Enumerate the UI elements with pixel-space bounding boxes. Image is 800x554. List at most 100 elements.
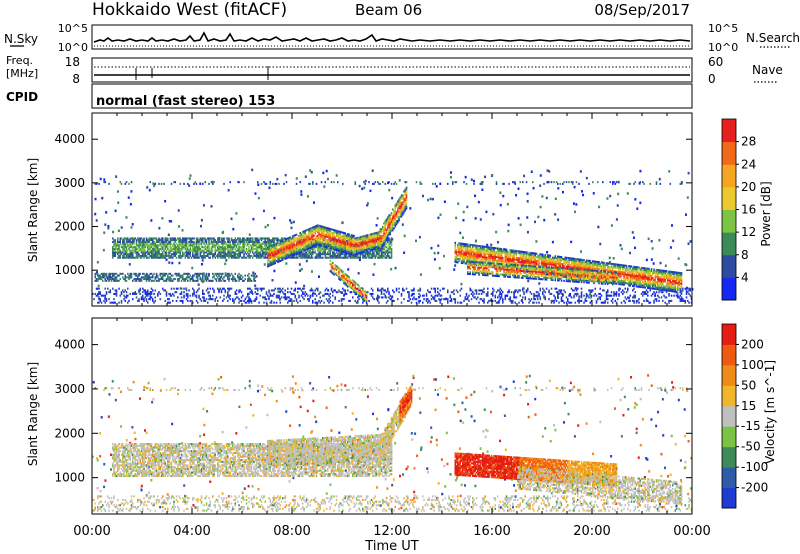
power-echo [238,272,240,275]
power-echo [604,301,607,304]
power-echo [686,196,689,199]
power-echo [498,294,500,297]
power-echo [132,279,134,282]
power-echo [268,263,270,266]
power-echo [124,251,127,254]
power-echo [299,240,302,243]
power-echo [230,249,233,252]
power-echo [343,247,345,250]
power-echo [132,251,134,254]
power-echo [192,301,194,304]
power-echo [282,251,284,254]
power-echo [139,278,142,281]
power-echo [299,231,302,235]
power-echo [267,246,269,249]
power-echo [158,247,160,250]
power-echo [133,240,135,243]
power-echo [97,294,99,297]
power-echo [163,254,165,257]
power-echo [304,245,307,248]
power-echo [332,253,334,256]
power-echo [193,244,195,247]
power-echo [192,287,194,290]
power-echo [327,242,329,246]
power-echo [254,240,257,243]
power-echo [260,237,263,240]
power-echo [239,242,242,245]
power-echo [352,236,354,239]
power-echo [330,247,333,250]
power-echo [180,291,183,294]
power-echo [203,279,205,282]
power-echo [262,242,264,245]
power-echo [454,298,457,301]
power-echo [285,244,288,248]
power-echo [333,230,335,233]
power-echo [173,294,175,297]
power-echo [130,254,133,257]
power-echo [192,246,194,249]
power-echo [304,249,307,252]
power-echo [312,233,314,236]
power-echo [204,276,207,279]
power-echo [329,227,332,231]
power-echo [103,294,105,297]
power-echo [349,246,352,249]
power-echo [310,251,313,254]
power-echo [378,238,380,241]
power-echo [338,247,340,250]
power-echo [213,242,215,245]
power-echo [344,289,347,292]
power-echo [315,301,318,304]
power-echo [137,244,139,247]
power-echo [262,251,264,254]
power-echo [338,246,340,249]
power-echo [143,239,145,242]
power-echo [115,294,118,297]
power-echo [165,239,168,242]
power-echo [322,227,324,230]
power-echo [325,228,328,231]
power-echo [184,254,187,257]
power-echo [157,294,159,297]
power-echo [503,182,505,185]
power-echo [279,287,282,290]
power-echo [200,279,203,282]
power-echo [370,240,373,243]
power-echo [390,256,393,259]
power-echo [287,251,289,254]
power-echo [363,235,365,238]
power-echo [139,237,142,240]
power-echo [344,253,347,256]
power-echo [200,246,203,249]
power-echo [284,242,287,245]
power-echo [112,301,114,304]
power-echo [455,289,458,292]
power-echo [293,239,295,243]
power-echo [513,291,515,294]
power-echo [289,256,292,259]
power-echo [115,272,118,275]
power-echo [278,256,280,260]
power-echo [335,242,338,245]
power-echo [107,226,110,230]
power-echo [157,239,159,242]
power-echo [297,252,299,255]
power-echo [158,239,160,242]
power-echo [519,294,522,297]
power-echo [145,239,148,242]
power-echo [223,249,225,252]
power-echo [309,245,312,248]
power-echo [203,292,205,295]
power-echo [309,238,312,241]
power-echo [165,254,168,257]
power-echo [354,244,357,247]
power-echo [260,249,263,252]
power-echo [127,239,129,242]
power-echo [238,291,240,294]
power-echo [168,251,170,254]
power-echo [185,247,188,250]
power-echo [208,242,210,245]
power-echo [214,278,217,281]
power-echo [298,253,300,256]
